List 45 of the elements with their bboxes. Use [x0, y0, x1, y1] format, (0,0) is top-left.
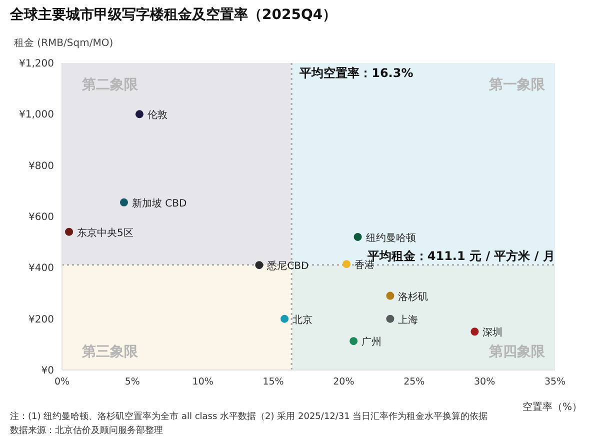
y-tick-label: ¥600 [28, 212, 54, 224]
point [350, 337, 358, 346]
point [354, 232, 362, 241]
point [280, 314, 289, 323]
point [65, 228, 74, 236]
annotation: 第三象限 [82, 343, 138, 361]
point [135, 110, 144, 118]
x-tick-label: 30% [474, 376, 496, 388]
point [386, 314, 394, 323]
series-label: 北京 [292, 314, 313, 326]
x-tick-label: 25% [404, 376, 425, 388]
series-label: 悉尼CBD [266, 260, 310, 272]
source-note: 数据来源：北京估价及顾问服务部整理 [10, 424, 163, 437]
point [255, 261, 264, 270]
series-label: 东京中央5区 [77, 226, 134, 239]
series-label: 新加坡 CBD [132, 197, 187, 210]
series-label: 广州 [362, 336, 382, 348]
text: 注：(1) 纽约曼哈顿、洛杉矶空置率为全市 all class 水平数据（2) 采用 2025/12/31 当日汇率作为租金水平换算的依据 [10, 410, 488, 423]
y-tick-label: ¥1,000 [19, 110, 54, 121]
x-tick-label: 5% [124, 376, 140, 388]
x-tick-label: 20% [333, 376, 354, 388]
series-label: 上海 [398, 314, 418, 326]
y-axis-title: 租金 (RMB/Sqm/MO) [14, 37, 114, 50]
x-axis-title: 空置率（%） [522, 400, 582, 414]
y-tick-label: ¥400 [28, 263, 54, 274]
series-label: 伦敦 [147, 109, 168, 122]
point [470, 328, 479, 336]
x-tick-label: 0% [54, 376, 70, 388]
point [386, 292, 394, 300]
point [342, 260, 351, 268]
point [120, 198, 128, 206]
y-tick-label: ¥0 [41, 366, 54, 377]
chart-title: 全球主要城市甲级写字楼租金及空置率（2025Q4） [10, 6, 337, 24]
ref-line-label: 平均空置率：16.3% [298, 66, 414, 80]
series-label: 纽约曼哈顿 [366, 232, 416, 244]
y-tick-label: ¥1,200 [19, 58, 54, 70]
annotation: 第四象限 [489, 343, 545, 361]
series-label: 洛杉矶 [398, 290, 428, 303]
y-tick-label: ¥200 [28, 314, 54, 326]
y-tick-label: ¥800 [28, 160, 54, 172]
annotation: 第一象限 [489, 76, 545, 94]
x-tick-label: 15% [262, 376, 284, 388]
x-tick-label: 35% [544, 376, 566, 388]
series-label: 深圳 [482, 326, 503, 339]
x-tick-label: 10% [192, 376, 214, 388]
